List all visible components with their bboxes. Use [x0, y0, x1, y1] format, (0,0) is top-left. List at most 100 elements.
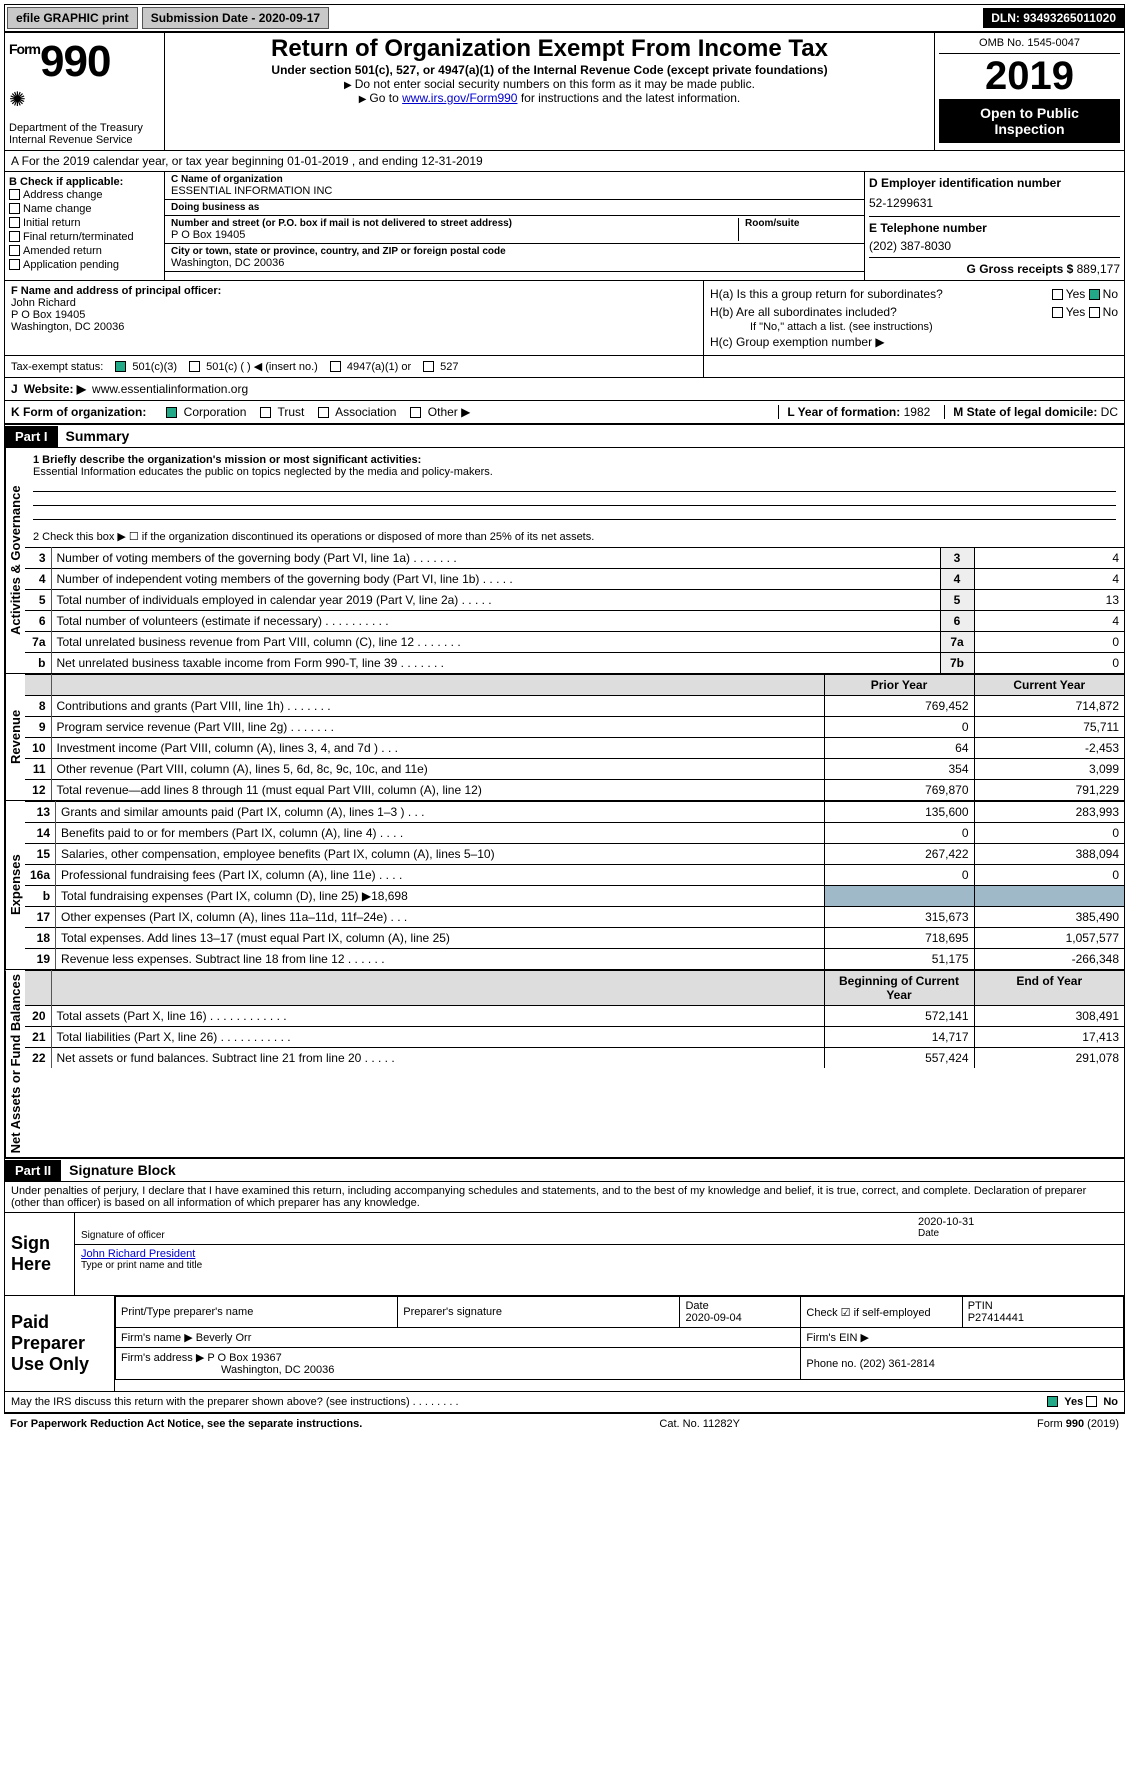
- footer-right: Form 990 (2019): [1037, 1418, 1119, 1430]
- box-c-label: C Name of organization: [171, 174, 854, 185]
- firm-addr2: Washington, DC 20036: [121, 1364, 334, 1376]
- table-header: Prior YearCurrent Year: [25, 675, 1124, 696]
- box-b-item[interactable]: Initial return: [9, 216, 160, 230]
- h-a-yes[interactable]: [1052, 289, 1063, 300]
- opt-4947: 4947(a)(1) or: [347, 361, 411, 373]
- table-row: bNet unrelated business taxable income f…: [25, 653, 1124, 674]
- room-label: Room/suite: [745, 218, 854, 229]
- table-row: 3Number of voting members of the governi…: [25, 548, 1124, 569]
- ck-527[interactable]: [423, 361, 434, 372]
- box-d-label: D Employer identification number: [869, 176, 1120, 190]
- submission-date-label: Submission Date -: [151, 11, 259, 25]
- yes-label: Yes: [1066, 287, 1086, 301]
- firm-phone-label: Phone no.: [806, 1358, 859, 1370]
- ck-501c3[interactable]: [115, 361, 126, 372]
- h-b-note: If "No," attach a list. (see instruction…: [710, 321, 1118, 333]
- yes-label3: Yes: [1064, 1396, 1083, 1408]
- paid-preparer-label: Paid Preparer Use Only: [5, 1296, 115, 1391]
- state-domicile: DC: [1101, 405, 1118, 419]
- instr-goto-pre: Go to: [369, 91, 402, 105]
- officer-addr2: Washington, DC 20036: [11, 321, 697, 333]
- form-number-box: Form990 ✺ Department of the Treasury Int…: [5, 33, 165, 150]
- officer-typed-name: John Richard President: [81, 1248, 202, 1260]
- sig-officer-label: Signature of officer: [81, 1230, 918, 1241]
- officer-addr1: P O Box 19405: [11, 309, 697, 321]
- box-b-item[interactable]: Final return/terminated: [9, 230, 160, 244]
- instr-goto-post: for instructions and the latest informat…: [517, 91, 740, 105]
- title-box: Return of Organization Exempt From Incom…: [165, 33, 934, 150]
- table-row: 19Revenue less expenses. Subtract line 1…: [25, 949, 1124, 970]
- ck-4947[interactable]: [330, 361, 341, 372]
- table-row: 15Salaries, other compensation, employee…: [25, 844, 1124, 865]
- vlabel-netassets: Net Assets or Fund Balances: [5, 970, 25, 1157]
- tax-exempt-label: Tax-exempt status:: [11, 361, 103, 373]
- no-label3: No: [1103, 1396, 1118, 1408]
- efile-print-button[interactable]: efile GRAPHIC print: [7, 7, 138, 29]
- ck-trust[interactable]: [260, 407, 271, 418]
- city-value: Washington, DC 20036: [171, 257, 510, 269]
- officer-name: John Richard: [11, 297, 697, 309]
- box-f: F Name and address of principal officer:…: [5, 281, 704, 355]
- part1-title: Summary: [58, 425, 138, 447]
- box-l-label: L Year of formation:: [787, 405, 903, 419]
- box-b-item[interactable]: Address change: [9, 188, 160, 202]
- addr-label: Number and street (or P.O. box if mail i…: [171, 218, 734, 229]
- irs-link[interactable]: www.irs.gov/Form990: [402, 91, 517, 105]
- table-row: 4Number of independent voting members of…: [25, 569, 1124, 590]
- form-word: Form: [9, 41, 40, 57]
- table-row: 10Investment income (Part VIII, column (…: [25, 738, 1124, 759]
- city-label: City or town, state or province, country…: [171, 246, 506, 257]
- table-row: 11Other revenue (Part VIII, column (A), …: [25, 759, 1124, 780]
- return-title: Return of Organization Exempt From Incom…: [171, 35, 928, 63]
- box-g-label: G Gross receipts $: [967, 262, 1077, 276]
- part1-hdr: Part I: [5, 426, 58, 447]
- yes-label2: Yes: [1066, 305, 1086, 319]
- table-row: 17Other expenses (Part IX, column (A), l…: [25, 907, 1124, 928]
- box-b-item[interactable]: Amended return: [9, 244, 160, 258]
- opt-assoc: Association: [335, 405, 396, 419]
- dba-label: Doing business as: [171, 202, 259, 213]
- h-b-yes[interactable]: [1052, 307, 1063, 318]
- website-label: Website: ▶: [24, 382, 86, 396]
- vlabel-expenses: Expenses: [5, 801, 25, 969]
- q1-label: 1 Briefly describe the organization's mi…: [33, 454, 1116, 466]
- vlabel-governance: Activities & Governance: [5, 448, 25, 673]
- year-formation: 1982: [904, 405, 931, 419]
- table-row: 9Program service revenue (Part VIII, lin…: [25, 717, 1124, 738]
- ck-other[interactable]: [410, 407, 421, 418]
- q2-text: 2 Check this box ▶ ☐ if the organization…: [25, 526, 1124, 547]
- dln-value: 93493265011020: [1023, 11, 1116, 25]
- opt-501c: 501(c) ( ) ◀ (insert no.): [206, 361, 318, 373]
- discuss-no[interactable]: [1086, 1396, 1097, 1407]
- h-b-no[interactable]: [1089, 307, 1100, 318]
- table-row: 12Total revenue—add lines 8 through 11 (…: [25, 780, 1124, 801]
- ck-501c[interactable]: [189, 361, 200, 372]
- phone-value: (202) 387-8030: [869, 235, 1120, 257]
- omb-number: OMB No. 1545-0047: [939, 37, 1120, 54]
- discuss-yes[interactable]: [1047, 1396, 1058, 1407]
- ck-assoc[interactable]: [318, 407, 329, 418]
- box-b-item[interactable]: Name change: [9, 202, 160, 216]
- dln: DLN: 93493265011020: [983, 8, 1124, 28]
- box-b-item[interactable]: Application pending: [9, 258, 160, 272]
- prep-name-label: Print/Type preparer's name: [116, 1297, 398, 1328]
- table-row: 6Total number of volunteers (estimate if…: [25, 611, 1124, 632]
- website-value: www.essentialinformation.org: [92, 382, 248, 396]
- firm-name: Beverly Orr: [196, 1332, 252, 1344]
- firm-name-label: Firm's name ▶: [121, 1332, 196, 1344]
- submission-date-button[interactable]: Submission Date - 2020-09-17: [142, 7, 329, 29]
- box-k-label: K Form of organization:: [11, 405, 146, 419]
- box-m-label: M State of legal domicile:: [953, 405, 1100, 419]
- self-employed-check: Check ☑ if self-employed: [801, 1297, 962, 1328]
- box-e-label: E Telephone number: [869, 216, 1120, 235]
- h-a-no[interactable]: [1089, 289, 1100, 300]
- ck-corp[interactable]: [166, 407, 177, 418]
- table-row: 14Benefits paid to or for members (Part …: [25, 823, 1124, 844]
- sign-here-label: Sign Here: [5, 1213, 75, 1295]
- table-row: 21Total liabilities (Part X, line 26) . …: [25, 1027, 1124, 1048]
- ein-value: 52-1299631: [869, 190, 1120, 216]
- ptin-label: PTIN: [968, 1300, 993, 1312]
- officer-typed-label: Type or print name and title: [81, 1260, 202, 1271]
- addr-value: P O Box 19405: [171, 229, 738, 241]
- h-c-label: H(c) Group exemption number ▶: [710, 335, 1118, 349]
